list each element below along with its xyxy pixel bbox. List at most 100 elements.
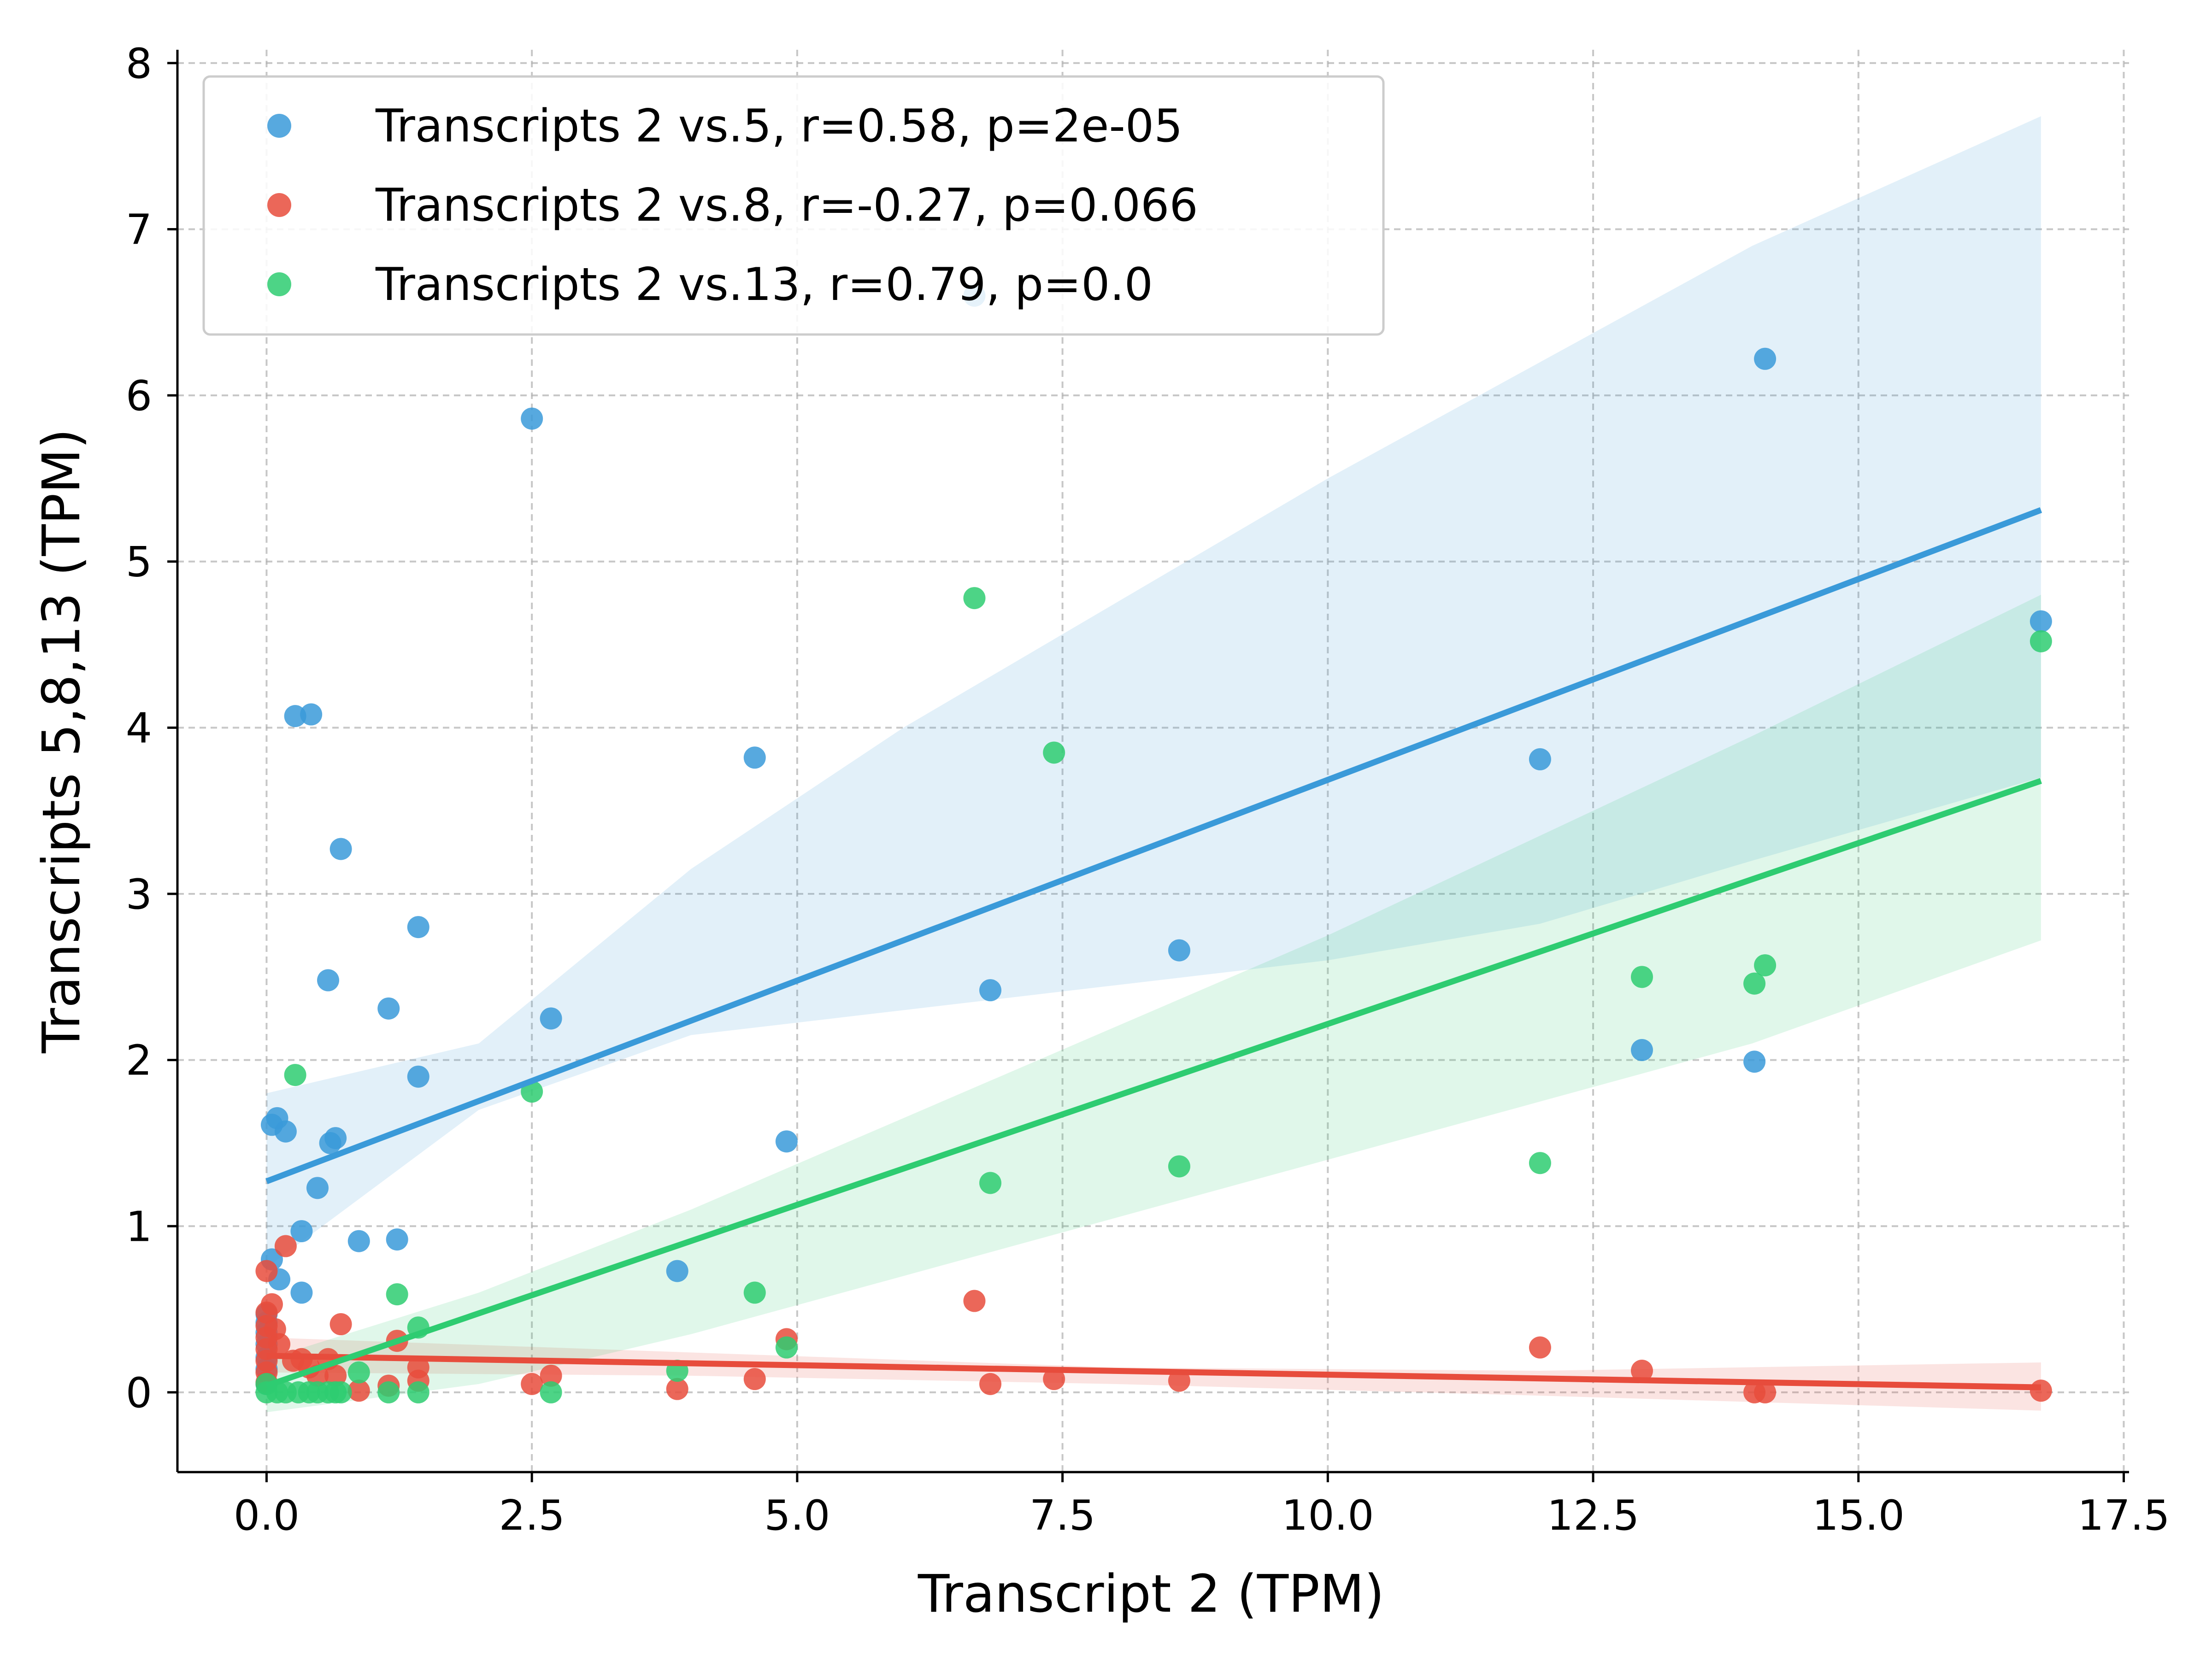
data-point	[306, 1177, 329, 1199]
legend-label: Transcripts 2 vs.13, r=0.79, p=0.0	[375, 258, 1153, 311]
data-point	[329, 838, 352, 860]
data-point	[666, 1378, 688, 1400]
data-point	[274, 1235, 297, 1257]
legend-marker	[267, 272, 291, 296]
data-point	[386, 1283, 408, 1306]
data-point	[979, 1172, 1002, 1194]
legend-label: Transcripts 2 vs.5, r=0.58, p=2e-05	[375, 100, 1183, 153]
legend-box	[202, 75, 1385, 336]
data-point	[1168, 1369, 1190, 1392]
data-point	[2030, 1379, 2052, 1402]
data-point	[775, 1130, 798, 1153]
data-point	[407, 1381, 429, 1403]
data-point	[1529, 1336, 1551, 1359]
regression-line	[265, 507, 2042, 1184]
data-point	[268, 1333, 291, 1356]
data-point	[1043, 741, 1065, 764]
data-point	[300, 703, 323, 726]
legend: Transcripts 2 vs.5, r=0.58, p=2e-05 Trans…	[202, 75, 1385, 336]
y-tick-label: 2	[126, 1037, 152, 1085]
data-point	[743, 1368, 766, 1391]
data-point	[1743, 1051, 1766, 1073]
data-point	[2030, 610, 2052, 633]
y-tick-label: 3	[126, 870, 152, 919]
data-point	[347, 1379, 370, 1402]
y-tick-label: 8	[126, 40, 152, 88]
data-point	[347, 1361, 370, 1384]
x-tick-label: 10.0	[1282, 1491, 1374, 1540]
data-point	[324, 1364, 347, 1387]
data-point	[329, 1381, 352, 1403]
y-tick-label: 1	[126, 1203, 152, 1251]
x-tick-label: 5.0	[764, 1491, 830, 1540]
data-point	[260, 1293, 283, 1315]
data-point	[743, 746, 766, 769]
data-point	[377, 997, 400, 1020]
data-point	[2030, 630, 2052, 652]
data-point	[377, 1381, 400, 1403]
regression-line	[265, 778, 2042, 1389]
data-point	[290, 1220, 313, 1243]
data-point	[963, 587, 986, 610]
y-tick-label: 0	[126, 1369, 152, 1417]
x-tick-label: 7.5	[1030, 1491, 1095, 1540]
y-tick-label: 5	[126, 538, 152, 587]
data-point	[284, 1064, 306, 1086]
grid-layer	[177, 50, 2129, 1472]
y-tick-label: 7	[126, 205, 152, 254]
confidence-band	[266, 116, 2041, 1268]
data-point	[1529, 748, 1551, 770]
data-point	[1168, 1155, 1190, 1178]
data-point	[979, 979, 1002, 1002]
data-point	[540, 1381, 562, 1403]
data-point	[347, 1230, 370, 1252]
data-point	[1630, 1360, 1653, 1382]
data-point	[666, 1260, 688, 1282]
data-point	[540, 1364, 562, 1387]
data-point	[1743, 972, 1766, 995]
y-tick-label: 4	[126, 704, 152, 752]
data-point	[317, 969, 340, 992]
legend-marker	[267, 114, 291, 138]
data-point	[284, 705, 306, 728]
data-point	[963, 1290, 986, 1312]
data-point	[540, 1007, 562, 1030]
y-axis-title: Transcripts 5,8,13 (TPM)	[32, 428, 92, 1053]
regression-line	[266, 1353, 2041, 1391]
x-tick-label: 12.5	[1547, 1491, 1639, 1540]
legend-label: Transcripts 2 vs.8, r=-0.27, p=0.066	[375, 179, 1198, 232]
data-point	[324, 1127, 347, 1150]
data-point	[1754, 1381, 1777, 1403]
data-point	[255, 1260, 278, 1282]
data-point	[386, 1228, 408, 1251]
x-tick-label: 15.0	[1812, 1491, 1905, 1540]
x-tick-label: 2.5	[499, 1491, 565, 1540]
data-point	[290, 1281, 313, 1304]
data-point	[407, 916, 429, 939]
x-axis-title: Transcript 2 (TPM)	[918, 1564, 1384, 1624]
data-point	[274, 1120, 297, 1143]
data-point	[521, 407, 543, 430]
regression-lines	[265, 507, 2042, 1391]
data-point	[1529, 1152, 1551, 1174]
data-point	[1043, 1368, 1065, 1391]
legend-marker	[267, 193, 291, 217]
x-tick-label: 0.0	[234, 1491, 300, 1540]
data-point	[979, 1373, 1002, 1395]
data-point	[521, 1373, 543, 1395]
y-tick-label: 6	[126, 372, 152, 420]
confidence-band	[266, 594, 2041, 1413]
axes: 0.0 2.5 5.0 7.5 10.0 12.5 15.0 17.5 0 1 2 3 4 5 6 7 8	[126, 40, 2170, 1540]
x-tick-label: 17.5	[2077, 1491, 2170, 1540]
data-point	[775, 1336, 798, 1359]
data-point	[1630, 966, 1653, 988]
data-point	[407, 1065, 429, 1088]
data-point	[1168, 939, 1190, 962]
data-point	[1754, 954, 1777, 977]
data-point	[329, 1313, 352, 1336]
data-point	[1630, 1039, 1653, 1061]
data-point	[743, 1281, 766, 1304]
data-point	[1754, 347, 1777, 370]
